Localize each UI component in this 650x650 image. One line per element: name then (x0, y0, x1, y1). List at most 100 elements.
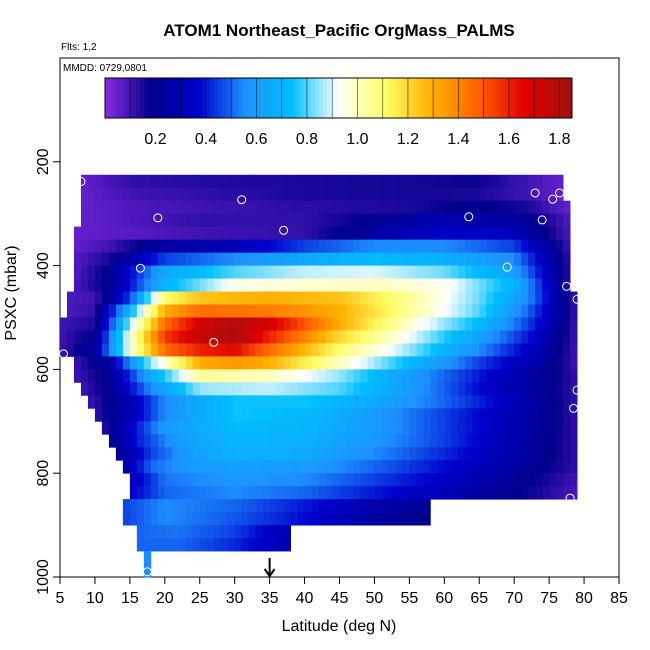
heatmap-cell (150, 226, 159, 241)
heatmap-cell (241, 486, 250, 500)
heatmap-cell (507, 200, 515, 215)
heatmap-cell (542, 434, 550, 448)
heatmap-cell (115, 265, 124, 279)
heatmap-cell (143, 317, 152, 331)
heatmap-cell (115, 382, 124, 396)
heatmap-cell (556, 278, 564, 292)
heatmap-cell (87, 369, 96, 383)
heatmap-cell (570, 356, 578, 370)
colorbar-segment (435, 78, 441, 118)
heatmap-cell (388, 304, 396, 318)
heatmap-cell (507, 408, 515, 422)
heatmap-cell (346, 369, 354, 383)
heatmap-cell (528, 356, 536, 370)
heatmap-cell (542, 382, 550, 396)
heatmap-cell (73, 265, 82, 279)
heatmap-cell (332, 343, 340, 357)
heatmap-cell (171, 187, 180, 202)
colorbar-segment (482, 78, 487, 118)
heatmap-cell (206, 473, 215, 487)
heatmap-cell (241, 395, 250, 409)
heatmap-cell (143, 187, 152, 202)
heatmap-cell (157, 460, 166, 474)
heatmap-cell (514, 174, 522, 189)
heatmap-cell (108, 382, 117, 396)
heatmap-cell (304, 265, 312, 279)
heatmap-cell (563, 330, 571, 344)
heatmap-cell (297, 421, 305, 435)
heatmap-cell (227, 239, 236, 254)
heatmap-cell (458, 460, 466, 474)
heatmap-cell (269, 174, 278, 189)
heatmap-cell (423, 174, 431, 189)
heatmap-cell (248, 512, 257, 526)
colorbar-segment (256, 78, 262, 118)
heatmap-cell (367, 421, 375, 435)
heatmap-cell (234, 460, 243, 474)
heatmap-cell (367, 252, 375, 267)
heatmap-cell (304, 239, 312, 254)
heatmap-cell (430, 330, 438, 344)
heatmap-cell (150, 421, 159, 435)
heatmap-cell (87, 252, 96, 267)
heatmap-cell (465, 395, 473, 409)
heatmap-cells (60, 174, 578, 578)
heatmap-cell (164, 408, 173, 422)
heatmap-cell (360, 174, 368, 189)
heatmap-cell (136, 512, 145, 526)
heatmap-cell (507, 317, 515, 331)
heatmap-cell (73, 356, 82, 370)
heatmap-cell (486, 187, 494, 202)
heatmap-cell (332, 304, 340, 318)
heatmap-cell (423, 304, 431, 318)
heatmap-cell (346, 174, 354, 189)
heatmap-cell (388, 343, 396, 357)
heatmap-cell (465, 330, 473, 344)
heatmap-cell (486, 395, 494, 409)
heatmap-cell (325, 317, 333, 331)
heatmap-cell (423, 187, 431, 202)
heatmap-cell (241, 304, 250, 318)
heatmap-cell (157, 421, 166, 435)
heatmap-cell (444, 213, 452, 228)
heatmap-cell (129, 408, 138, 422)
heatmap-cell (311, 512, 319, 526)
heatmap-cell (276, 447, 284, 461)
heatmap-cell (360, 239, 368, 254)
heatmap-cell (549, 239, 557, 254)
heatmap-cell (136, 447, 145, 461)
heatmap-cell (472, 369, 480, 383)
heatmap-cell (402, 421, 410, 435)
heatmap-cell (402, 304, 410, 318)
heatmap-cell (493, 174, 501, 189)
heatmap-cell (409, 512, 417, 526)
heatmap-cell (227, 408, 236, 422)
heatmap-cell (157, 512, 166, 526)
heatmap-cell (367, 213, 375, 228)
heatmap-cell (339, 356, 347, 370)
heatmap-cell (311, 317, 319, 331)
heatmap-cell (514, 486, 522, 500)
heatmap-cell (290, 369, 298, 383)
heatmap-cell (164, 213, 173, 228)
heatmap-cell (367, 499, 375, 513)
heatmap-cell (465, 473, 473, 487)
heatmap-cell (108, 174, 117, 189)
heatmap-cell (262, 356, 271, 370)
heatmap-cell (325, 356, 333, 370)
heatmap-cell (150, 356, 159, 370)
heatmap-cell (80, 304, 89, 318)
heatmap-cell (465, 226, 473, 241)
heatmap-cell (150, 525, 159, 539)
heatmap-cell (269, 343, 278, 357)
heatmap-cell (227, 278, 236, 292)
colorbar-segment (404, 78, 410, 118)
colorbar-segment (451, 78, 456, 118)
heatmap-cell (115, 395, 124, 409)
heatmap-cell (164, 512, 173, 526)
heatmap-cell (395, 213, 403, 228)
heatmap-cell (437, 278, 445, 292)
heatmap-cell (164, 395, 173, 409)
heatmap-cell (115, 304, 124, 318)
heatmap-cell (451, 174, 459, 189)
